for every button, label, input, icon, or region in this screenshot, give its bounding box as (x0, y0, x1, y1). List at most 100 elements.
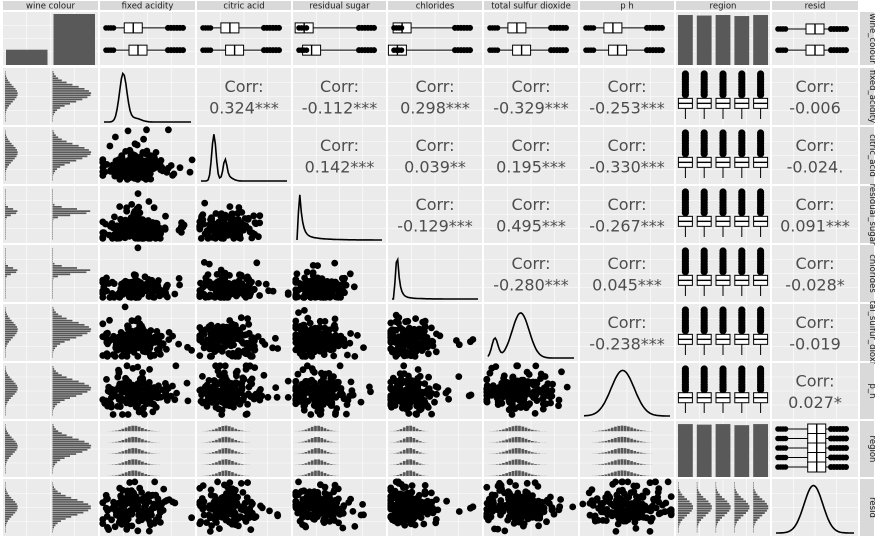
histogram-bar (610, 461, 614, 465)
histogram-bar (52, 111, 56, 114)
histogram-bar (598, 453, 601, 454)
scatter-point (405, 410, 413, 417)
histogram-bar (52, 372, 59, 374)
histogram-bar (5, 446, 18, 449)
histogram-bar (237, 429, 241, 432)
histogram-bar (511, 471, 515, 476)
histogram-bar (5, 90, 17, 92)
bar-region (734, 16, 750, 65)
histogram-bar (498, 441, 502, 443)
histogram-bar (627, 448, 630, 454)
histogram-bar (144, 451, 148, 454)
histogram-bar (511, 459, 515, 465)
histogram-bar (52, 208, 77, 210)
histogram-bar (115, 453, 118, 454)
histogram-bar (52, 174, 54, 177)
matrix-panel (293, 12, 386, 65)
histogram-bar (221, 426, 225, 432)
histogram-bar (5, 98, 15, 101)
scatter-point (123, 362, 131, 370)
histogram-bar (52, 223, 53, 225)
scatter-point (315, 384, 323, 392)
scatter-point (175, 275, 183, 282)
scatter-point (141, 273, 149, 281)
histogram-bar (5, 225, 6, 227)
scatter-point (504, 382, 512, 390)
scatter-point (106, 142, 114, 150)
density-line (296, 194, 382, 241)
histogram-bar (412, 460, 416, 465)
corr-heading: Corr: (796, 77, 835, 96)
scatter-point (292, 293, 300, 301)
histogram-bar (301, 464, 305, 465)
row-strip: tal_sulfur_dioxi (860, 301, 875, 364)
histogram-bar (52, 336, 77, 339)
histogram-bar (5, 330, 18, 333)
scatter-point (196, 324, 204, 331)
histogram-bar (412, 438, 416, 443)
histogram-bar (52, 237, 53, 240)
matrix-panel (197, 421, 291, 477)
histogram-bar (231, 427, 234, 432)
scatter-point (115, 366, 122, 374)
scatter-point (399, 404, 407, 412)
column-strip: p h (580, 1, 674, 11)
histogram-bar (52, 332, 88, 335)
histogram-bar (415, 462, 419, 465)
histogram-bar (610, 427, 614, 432)
histogram-bar (240, 441, 244, 443)
scatter-point (246, 377, 254, 385)
scatter-point (417, 405, 425, 413)
scatter-point (148, 288, 156, 296)
scatter-point (318, 378, 326, 386)
scatter-point (207, 330, 215, 338)
scatter-point (164, 164, 172, 172)
boxplot-outlier (828, 435, 834, 442)
histogram-bar (52, 258, 53, 261)
scatter-point (431, 398, 438, 406)
histogram-bar (5, 341, 9, 343)
corr-heading: Corr: (796, 136, 835, 155)
histogram-bar (614, 426, 617, 432)
corr-value: 0.091*** (780, 217, 850, 236)
histogram-bar (218, 449, 221, 454)
histogram-bar (52, 376, 67, 379)
scatter-point (208, 353, 216, 360)
scatter-point (347, 330, 354, 337)
scatter-point (112, 133, 119, 141)
scatter-point (436, 332, 444, 340)
boxplot-outlier (719, 91, 727, 99)
scatter-point (322, 285, 330, 293)
histogram-bar (402, 461, 406, 465)
scatter-point (322, 370, 329, 378)
scatter-point (124, 411, 132, 418)
histogram-bar (498, 452, 502, 454)
matrix-panel: Corr: -0.019 (772, 304, 858, 361)
scatter-point (99, 233, 107, 241)
histogram-bar (409, 436, 412, 443)
histogram-bar (52, 409, 54, 412)
histogram-bar (52, 189, 53, 191)
matrix-panel (292, 362, 386, 419)
boxplot-outlier (738, 150, 746, 158)
histogram-bar (5, 189, 6, 191)
scatter-point (292, 383, 300, 391)
histogram-bar (5, 155, 17, 158)
column-strip: resid (772, 1, 858, 11)
corr-heading: Corr: (320, 136, 359, 155)
histogram-bar (52, 384, 89, 387)
histogram-bar (52, 193, 53, 195)
histogram-bar (5, 136, 7, 139)
histogram-bar (601, 452, 604, 454)
histogram-bar (52, 382, 85, 385)
histogram-bar (52, 284, 53, 286)
histogram-bar (320, 471, 324, 476)
histogram-bar (314, 448, 317, 454)
histogram-bar (604, 463, 608, 465)
scatter-point (227, 333, 235, 340)
corr-value: -0.129*** (397, 217, 473, 236)
scatter-point (455, 373, 463, 380)
scatter-point (423, 338, 431, 345)
histogram-bar (218, 460, 221, 465)
histogram-bar (52, 386, 92, 389)
